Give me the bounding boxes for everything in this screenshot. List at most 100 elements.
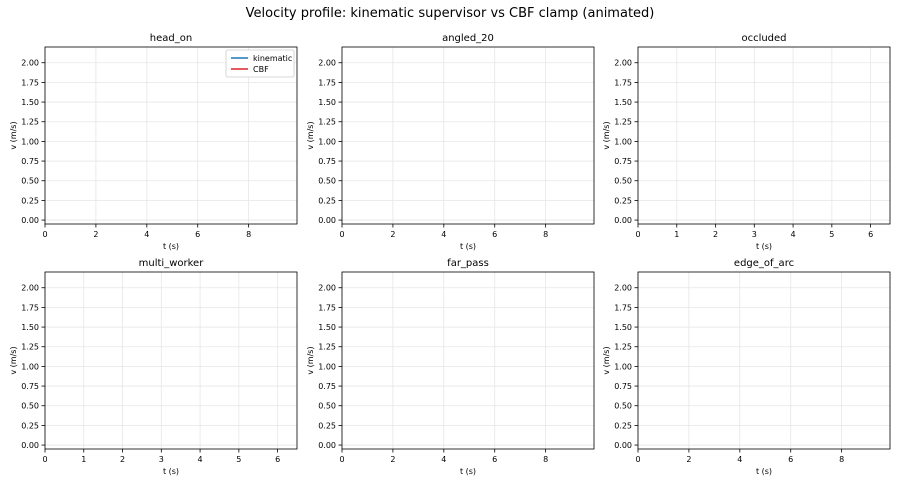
subplot-title: edge_of_arc [734, 258, 794, 269]
x-tick-label: 6 [275, 455, 280, 464]
x-tick-label: 6 [195, 230, 200, 239]
subplot-title: far_pass [447, 258, 489, 269]
y-tick-label: 1.00 [21, 137, 39, 146]
y-axis-label: v (m/s) [306, 121, 315, 149]
x-tick-label: 2 [686, 455, 691, 464]
y-tick-label: 2.00 [614, 284, 632, 293]
subplot-edge_of_arc: 0 2 4 6 8 0.00 0.25 0.50 0.75 1.00 1.25 1.50 1.75 2.0… [602, 258, 891, 476]
y-tick-label: 2.00 [21, 59, 39, 68]
legend-label-kinematic: kinematic [253, 54, 292, 63]
subplot-title: angled_20 [442, 33, 494, 44]
y-tick-label: 1.50 [614, 323, 632, 332]
subplot-title: multi_worker [139, 258, 205, 269]
x-tick-label: 6 [492, 455, 497, 464]
x-tick-label: 0 [339, 455, 344, 464]
y-tick-label: 0.50 [21, 177, 39, 186]
y-tick-label: 1.25 [21, 118, 39, 127]
x-tick-label: 0 [635, 455, 640, 464]
y-tick-label: 1.25 [614, 343, 632, 352]
x-axis-label: t (s) [460, 467, 476, 476]
x-axis-label: t (s) [163, 242, 179, 251]
x-tick-label: 5 [236, 455, 241, 464]
y-axis-label: v (m/s) [9, 121, 18, 149]
x-axis-label: t (s) [756, 242, 772, 251]
x-tick-label: 4 [737, 455, 742, 464]
subplot-far_pass: 0 2 4 6 8 0.00 0.25 0.50 0.75 1.00 1.25 1.50 1.75 2.0… [306, 258, 595, 476]
axes-frame [341, 46, 595, 225]
x-tick-label: 4 [441, 455, 446, 464]
y-tick-label: 1.00 [614, 362, 632, 371]
axes-frame [44, 46, 298, 225]
y-tick-label: 1.00 [21, 362, 39, 371]
subplot-head_on: 0 2 4 6 8 0.00 0.25 0.50 0.75 1.00 1.25 1.50 1.75 2.0… [9, 33, 298, 251]
x-tick-label: 4 [441, 230, 446, 239]
x-tick-label: 3 [159, 455, 164, 464]
y-axis-label: v (m/s) [602, 121, 611, 149]
subplot-title: head_on [150, 33, 192, 44]
y-tick-label: 0.00 [614, 216, 632, 225]
y-tick-label: 1.50 [21, 98, 39, 107]
y-tick-label: 1.00 [318, 362, 336, 371]
x-tick-label: 3 [752, 230, 757, 239]
y-tick-label: 0.50 [318, 402, 336, 411]
legend: kinematic CBF [225, 49, 295, 78]
axes-frame [341, 271, 595, 450]
x-tick-label: 6 [492, 230, 497, 239]
x-tick-label: 0 [339, 230, 344, 239]
x-tick-label: 8 [839, 455, 844, 464]
y-axis-label: v (m/s) [602, 346, 611, 374]
y-tick-label: 1.50 [21, 323, 39, 332]
y-tick-label: 1.75 [318, 78, 336, 87]
y-tick-label: 1.50 [318, 98, 336, 107]
axes-frame [637, 46, 891, 225]
y-tick-label: 0.50 [614, 402, 632, 411]
y-tick-label: 0.50 [318, 177, 336, 186]
y-axis-label: v (m/s) [9, 346, 18, 374]
x-tick-label: 0 [42, 455, 47, 464]
x-tick-label: 2 [93, 230, 98, 239]
y-tick-label: 2.00 [614, 59, 632, 68]
x-tick-label: 4 [791, 230, 796, 239]
subplot-angled_20: 0 2 4 6 8 0.00 0.25 0.50 0.75 1.00 1.25 1.50 1.75 2.0… [306, 33, 595, 251]
y-tick-label: 1.25 [614, 118, 632, 127]
x-tick-label: 4 [198, 455, 203, 464]
legend-box [225, 49, 295, 78]
x-tick-label: 4 [144, 230, 149, 239]
x-axis-label: t (s) [163, 467, 179, 476]
x-axis-label: t (s) [460, 242, 476, 251]
y-tick-label: 1.75 [21, 78, 39, 87]
y-tick-label: 0.25 [21, 421, 39, 430]
x-tick-label: 5 [829, 230, 834, 239]
y-tick-label: 0.75 [21, 382, 39, 391]
y-tick-label: 0.00 [318, 216, 336, 225]
figure-title: Velocity profile: kinematic supervisor v… [245, 6, 655, 21]
x-tick-label: 2 [713, 230, 718, 239]
y-tick-label: 1.00 [318, 137, 336, 146]
y-tick-label: 0.75 [614, 382, 632, 391]
x-tick-label: 0 [635, 230, 640, 239]
subplot-multi_worker: 0 1 2 3 4 5 6 0.00 0.25 0.50 0.75 1.00 1.25 1.50 1.75 2… [9, 258, 298, 476]
y-tick-label: 0.25 [318, 196, 336, 205]
x-tick-label: 1 [674, 230, 679, 239]
y-tick-label: 0.25 [614, 421, 632, 430]
y-tick-label: 0.00 [21, 441, 39, 450]
x-tick-label: 2 [390, 455, 395, 464]
y-tick-label: 0.00 [614, 441, 632, 450]
y-tick-label: 0.75 [614, 157, 632, 166]
subplot-title: occluded [741, 33, 786, 44]
y-tick-label: 1.75 [614, 303, 632, 312]
x-tick-label: 0 [42, 230, 47, 239]
axes-frame [637, 271, 891, 450]
y-tick-label: 2.00 [318, 284, 336, 293]
y-tick-label: 2.00 [318, 59, 336, 68]
y-tick-label: 0.25 [614, 196, 632, 205]
legend-label-CBF: CBF [253, 65, 269, 74]
y-tick-label: 1.75 [614, 78, 632, 87]
x-tick-label: 1 [81, 455, 86, 464]
y-tick-label: 1.50 [614, 98, 632, 107]
x-tick-label: 8 [543, 455, 548, 464]
y-tick-label: 0.75 [318, 157, 336, 166]
y-axis-label: v (m/s) [306, 346, 315, 374]
